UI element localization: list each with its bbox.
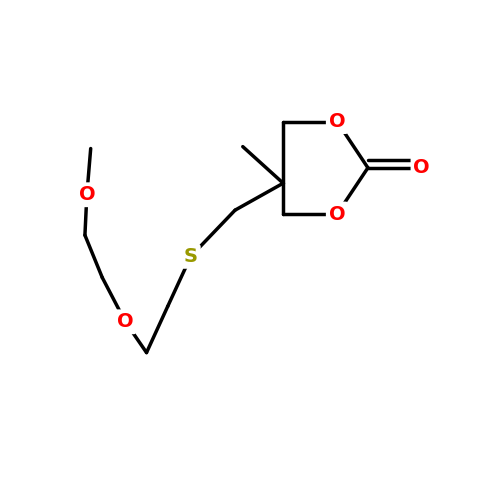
- Text: O: O: [414, 158, 430, 178]
- Text: O: O: [117, 312, 134, 332]
- Text: O: O: [329, 112, 345, 131]
- Text: O: O: [78, 185, 95, 204]
- Text: S: S: [184, 247, 198, 266]
- Text: O: O: [329, 204, 345, 224]
